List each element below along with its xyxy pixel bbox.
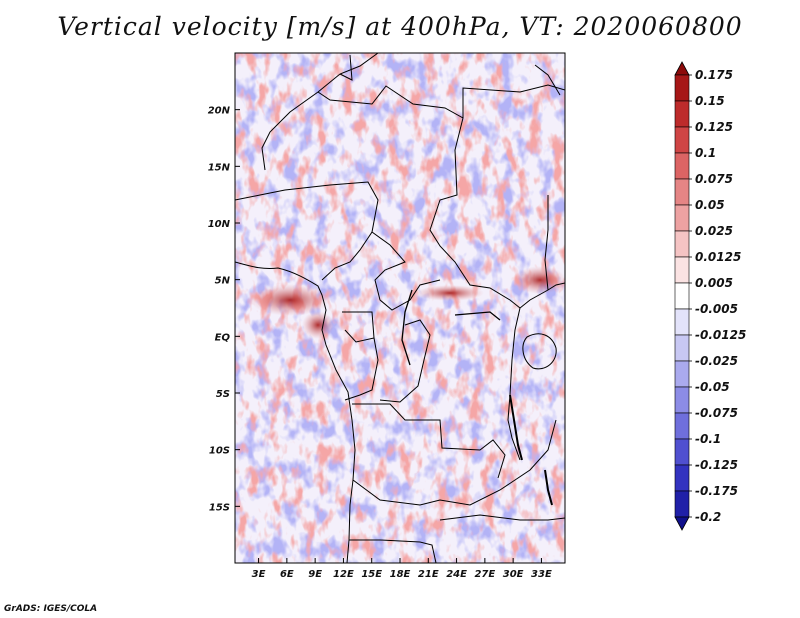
x-tick-label: 24E: [446, 569, 467, 580]
y-tick-label: 15S: [209, 502, 230, 513]
rivers: [401, 289, 501, 366]
lake-victoria: [522, 333, 557, 370]
colorbar-segment: [674, 126, 690, 154]
colorbar: 0.175 0.15 0.125 0.1 0.075 0.05 0.025 0.0125 0.0…: [674, 61, 746, 531]
red-sea-coast: [534, 64, 561, 96]
lake-tanganyika: [509, 394, 523, 461]
colorbar-label: -0.0125: [695, 328, 746, 342]
x-tick-label: 21E: [418, 569, 439, 580]
y-tick-label: 10S: [209, 446, 230, 457]
colorbar-segment: [674, 282, 690, 310]
colorbar-segment: [674, 438, 690, 466]
colorbar-label: -0.005: [695, 302, 738, 316]
y-tick-label: 20N: [208, 106, 231, 117]
colorbar-label: 0.15: [695, 94, 725, 108]
border-cameroon-car: [371, 231, 441, 311]
hotspot-gulf-of-guinea: [250, 284, 330, 316]
colorbar-segment: [674, 204, 690, 232]
colorbar-label: 0.175: [695, 68, 733, 82]
border-angola-drc: [352, 403, 506, 479]
colorbar-segment: [674, 386, 690, 414]
y-tick-label: 10N: [208, 219, 231, 230]
border-libya-egypt: [462, 84, 565, 118]
x-tick-label: 12E: [333, 569, 354, 580]
colorbar-segment: [674, 178, 690, 206]
x-tick-label: 9E: [308, 569, 322, 580]
colorbar-label: -0.125: [695, 458, 738, 472]
colorbar-bottom-triangle: [674, 516, 690, 531]
y-tick-label: EQ: [215, 332, 231, 343]
x-tick-label: 33E: [531, 569, 552, 580]
border-congo: [344, 337, 379, 401]
colorbar-label: 0.0125: [695, 250, 741, 264]
border-zimbabwe: [439, 514, 565, 521]
colorbar-label: 0.005: [695, 276, 733, 290]
border-ethiopia: [544, 195, 549, 291]
river-ubangi: [454, 311, 501, 321]
colorbar-segment: [674, 152, 690, 180]
lake-malawi: [544, 469, 553, 506]
x-axis: 3E 6E 9E 12E 15E 18E 21E 24E 27E 30E 33E: [252, 558, 552, 580]
atlantic-coastline: [235, 261, 356, 563]
colorbar-segment: [674, 490, 690, 518]
map-area: [235, 53, 565, 563]
coastlines-borders: [235, 53, 565, 563]
colorbar-segment: [674, 360, 690, 388]
river-congo: [401, 289, 413, 366]
colorbar-segment: [674, 334, 690, 362]
hotspot-cameroon: [302, 311, 334, 339]
border-namibia: [349, 539, 437, 563]
colorbar-segment: [674, 100, 690, 128]
colorbar-segment: [674, 412, 690, 440]
x-tick-label: 15E: [361, 569, 382, 580]
colorbar-label: 0.05: [695, 198, 725, 212]
border-niger-nigeria: [235, 181, 379, 281]
colorbar-label: 0.125: [695, 120, 733, 134]
x-tick-label: 30E: [503, 569, 524, 580]
colorbar-segment: [674, 74, 690, 102]
hotspot-central-africa: [416, 285, 484, 301]
colorbar-label: 0.025: [695, 224, 733, 238]
colorbar-label: -0.025: [695, 354, 738, 368]
x-tick-label: 27E: [474, 569, 495, 580]
border-north-1: [261, 53, 379, 171]
colorbar-segment: [674, 230, 690, 258]
x-tick-label: 18E: [390, 569, 411, 580]
y-tick-label: 5N: [215, 276, 231, 287]
colorbar-segment: [674, 256, 690, 284]
colorbar-label: -0.075: [695, 406, 738, 420]
y-axis: 20N 15N 10N 5N EQ 5S 10S 15S: [208, 106, 240, 513]
colorbar-top-triangle: [674, 61, 690, 76]
y-tick-label: 15N: [208, 162, 231, 173]
border-zambia-angola: [352, 419, 557, 506]
border-chad-sudan: [317, 85, 521, 309]
border-drc-west: [379, 319, 431, 403]
border-algeria-libya: [339, 54, 353, 81]
grads-credit: GrADS: IGES/COLA: [4, 604, 98, 614]
colorbar-label: -0.1: [695, 432, 721, 446]
y-tick-label: 5S: [216, 389, 230, 400]
colorbar-label: 0.1: [695, 146, 716, 160]
colorbar-label: -0.05: [695, 380, 730, 394]
colorbar-segment: [674, 308, 690, 336]
colorbar-label: 0.075: [695, 172, 733, 186]
colorbar-label: -0.175: [695, 484, 738, 498]
chart-title: Vertical velocity [m/s] at 400hPa, VT: 2…: [57, 12, 743, 41]
x-tick-label: 6E: [280, 569, 294, 580]
hotspot-south-sudan: [514, 266, 565, 294]
x-tick-label: 3E: [252, 569, 266, 580]
colorbar-segment: [674, 464, 690, 492]
colorbar-label: -0.2: [695, 510, 721, 524]
